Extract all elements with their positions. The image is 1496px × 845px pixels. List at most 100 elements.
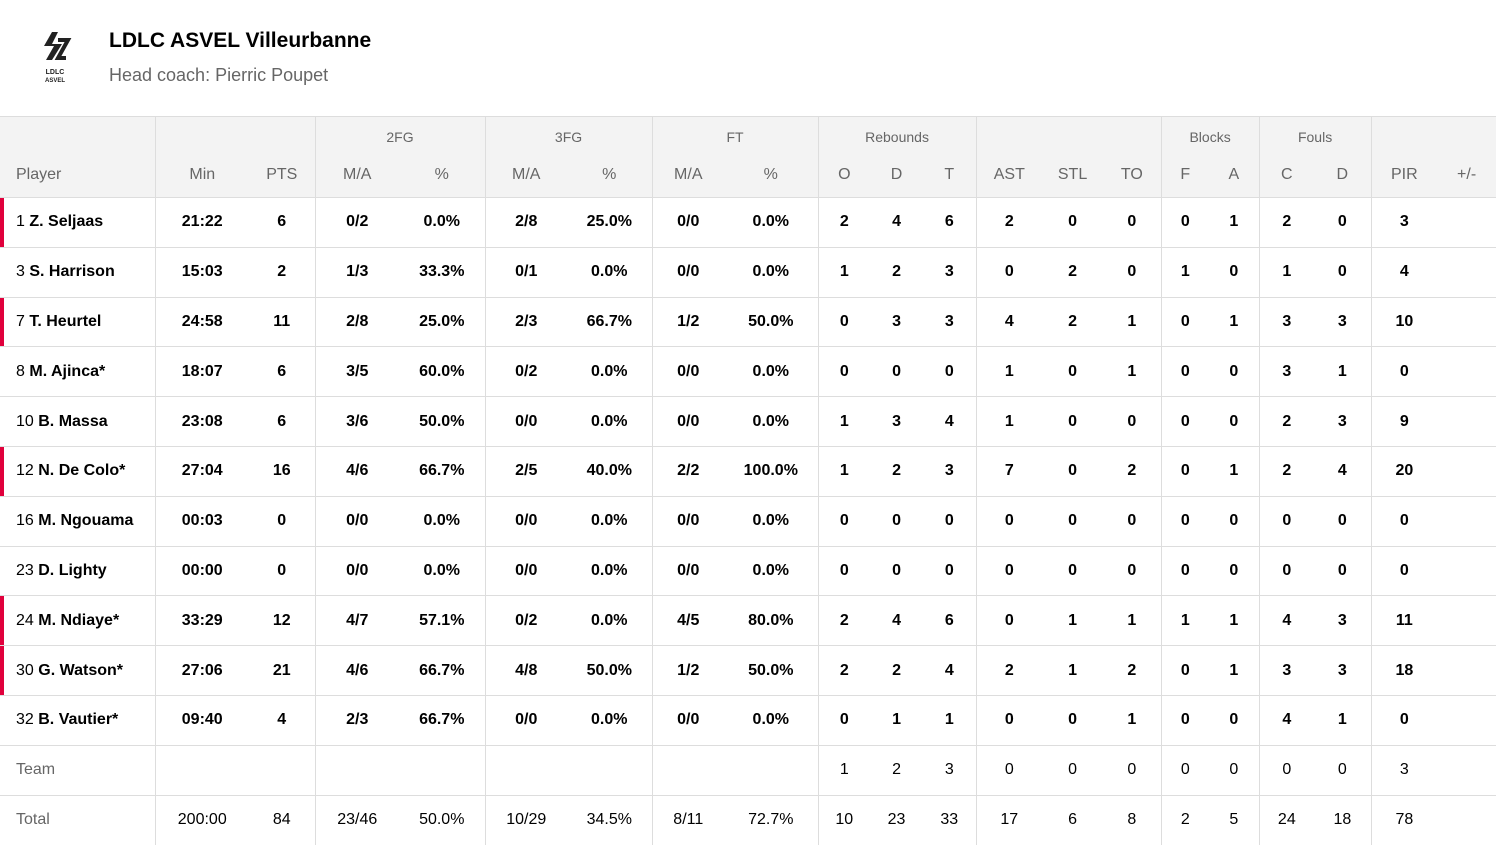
stat-stl: 1 xyxy=(1042,595,1104,646)
player-row[interactable]: 3 S. Harrison 15:03 2 1/3 33.3% 0/1 0.0% 0/0 0.0… xyxy=(0,246,1496,298)
col-header-3fg-ma[interactable]: M/A xyxy=(484,152,568,198)
col-header-to[interactable]: TO xyxy=(1120,165,1143,183)
player-row[interactable]: 12 N. De Colo* 27:04 16 4/6 66.7% 2/5 40.0% 2/2… xyxy=(0,445,1496,497)
stat-ft-ma: 0/0 xyxy=(651,495,725,547)
player-name[interactable]: Z. Seljaas xyxy=(29,213,104,231)
stat-ast: 17 xyxy=(975,794,1043,845)
col-header-min[interactable]: Min xyxy=(154,152,249,198)
stat-foul-d: 3 xyxy=(1314,595,1372,646)
col-header-ast[interactable]: AST xyxy=(975,152,1043,198)
player-row[interactable]: 16 M. Ngouama 00:03 0 0/0 0.0% 0/0 0.0% 0/0 0.0%… xyxy=(0,495,1496,547)
stat-2fg-pct: 33.3% xyxy=(399,246,486,298)
stat-ft-ma: 0/0 xyxy=(651,197,725,248)
stat-reb-o: 1 xyxy=(817,246,871,298)
col-header-blk-a[interactable]: A xyxy=(1228,165,1240,183)
stat-blk-f: 0 xyxy=(1160,296,1210,347)
col-header-2fg-pct[interactable]: % xyxy=(434,165,449,183)
stat-reb-d: 0 xyxy=(870,346,924,397)
stat-reb-t: 6 xyxy=(923,197,977,248)
player-name[interactable]: N. De Colo* xyxy=(38,462,126,480)
stat-plus-minus xyxy=(1437,645,1496,696)
stat-2fg-ma: 4/6 xyxy=(314,645,399,696)
player-cell: 7 T. Heurtel xyxy=(0,296,155,347)
col-header-reb-o[interactable]: O xyxy=(817,152,871,198)
col-header-3fg-pct[interactable]: % xyxy=(602,165,617,183)
col-header-foul-c[interactable]: C xyxy=(1258,152,1315,198)
stat-blk-a: 0 xyxy=(1209,396,1260,447)
stat-foul-c: 4 xyxy=(1258,595,1315,646)
col-header-reb-d[interactable]: D xyxy=(890,165,903,183)
stat-foul-c: 0 xyxy=(1258,495,1315,547)
stat-to: 1 xyxy=(1103,296,1162,347)
stat-pir: 4 xyxy=(1370,246,1438,298)
col-header-foul-d[interactable]: D xyxy=(1336,165,1349,183)
player-name[interactable]: G. Watson* xyxy=(38,661,123,679)
stat-3fg-ma: 0/0 xyxy=(484,495,568,547)
col-header-pts[interactable]: PTS xyxy=(266,165,298,183)
player-name[interactable]: M. Ngouama xyxy=(38,512,134,530)
stat-min: 23:08 xyxy=(154,396,249,447)
stat-foul-c: 2 xyxy=(1258,445,1315,497)
player-name[interactable]: S. Harrison xyxy=(29,263,115,281)
stat-pts: 6 xyxy=(249,197,315,248)
col-header-2fg-ma[interactable]: M/A xyxy=(314,152,399,198)
stat-blk-a: 0 xyxy=(1209,744,1260,796)
player-name[interactable]: M. Ndiaye* xyxy=(38,611,120,629)
col-header-reb-t[interactable]: T xyxy=(944,165,955,183)
stat-3fg-ma: 0/2 xyxy=(484,595,568,646)
stat-reb-o: 2 xyxy=(817,645,871,696)
player-number: 10 xyxy=(16,412,34,430)
stat-blk-a: 0 xyxy=(1209,694,1260,746)
player-name[interactable]: D. Lighty xyxy=(38,561,107,579)
player-row[interactable]: 1 Z. Seljaas 21:22 6 0/2 0.0% 2/8 25.0% 0/0 0.0%… xyxy=(0,197,1496,248)
col-header-blk-f[interactable]: F xyxy=(1160,152,1210,198)
player-number: 8 xyxy=(16,362,25,380)
stat-stl: 0 xyxy=(1042,346,1104,397)
player-cell: 24 M. Ndiaye* xyxy=(0,595,155,646)
player-row[interactable]: 32 B. Vautier* 09:40 4 2/3 66.7% 0/0 0.0% 0/0 0.… xyxy=(0,694,1496,746)
player-name[interactable]: B. Massa xyxy=(38,412,108,430)
stat-blk-f: 0 xyxy=(1160,645,1210,696)
player-name[interactable]: B. Vautier* xyxy=(38,711,119,729)
col-header-ft-pct[interactable]: % xyxy=(763,165,778,183)
stat-reb-d: 0 xyxy=(870,545,924,596)
player-row[interactable]: 24 M. Ndiaye* 33:29 12 4/7 57.1% 0/2 0.0% 4/5 80… xyxy=(0,595,1496,646)
stat-3fg-ma: 0/1 xyxy=(484,246,568,298)
col-header-player[interactable]: Player xyxy=(16,165,62,183)
stat-pts: 0 xyxy=(249,495,315,547)
stat-foul-c: 3 xyxy=(1258,645,1315,696)
stat-to: 0 xyxy=(1103,495,1162,547)
stat-reb-t: 3 xyxy=(923,445,977,497)
stat-to: 0 xyxy=(1103,197,1162,248)
stat-min: 200:00 xyxy=(154,794,249,845)
stat-ft-ma: 8/11 xyxy=(651,794,725,845)
col-header-plus-minus[interactable]: +/- xyxy=(1457,165,1477,183)
stat-to: 8 xyxy=(1103,794,1162,845)
stat-reb-d: 2 xyxy=(870,645,924,696)
player-row[interactable]: 10 B. Massa 23:08 6 3/6 50.0% 0/0 0.0% 0/0 0.0% 1… xyxy=(0,396,1496,447)
stat-blk-a: 5 xyxy=(1209,794,1260,845)
team-label: Team xyxy=(0,744,155,796)
group-ft: FT xyxy=(651,116,819,153)
stat-stl: 0 xyxy=(1042,396,1104,447)
stat-ast: 4 xyxy=(975,296,1043,347)
stat-stl: 0 xyxy=(1042,197,1104,248)
stat-blk-f: 1 xyxy=(1160,595,1210,646)
stat-pts: 11 xyxy=(249,296,315,347)
stat-ast: 0 xyxy=(975,246,1043,298)
player-row[interactable]: 7 T. Heurtel 24:58 11 2/8 25.0% 2/3 66.7% 1/2 50… xyxy=(0,296,1496,347)
player-number: 3 xyxy=(16,263,25,281)
stat-ft-pct: 72.7% xyxy=(724,794,819,845)
col-header-ft-ma[interactable]: M/A xyxy=(651,152,725,198)
player-row[interactable]: 30 G. Watson* 27:06 21 4/6 66.7% 4/8 50.0% 1/2 5… xyxy=(0,645,1496,696)
player-row[interactable]: 23 D. Lighty 00:00 0 0/0 0.0% 0/0 0.0% 0/0 0.0% 0… xyxy=(0,545,1496,596)
col-header-pir[interactable]: PIR xyxy=(1370,152,1438,198)
stat-blk-f: 2 xyxy=(1160,794,1210,845)
svg-text:LDLC: LDLC xyxy=(46,69,65,76)
player-name[interactable]: M. Ajinca* xyxy=(29,362,106,380)
col-header-stl[interactable]: STL xyxy=(1057,165,1088,183)
player-name[interactable]: T. Heurtel xyxy=(29,312,102,330)
stat-plus-minus xyxy=(1437,296,1496,347)
stat-ast: 0 xyxy=(975,495,1043,547)
player-row[interactable]: 8 M. Ajinca* 18:07 6 3/5 60.0% 0/2 0.0% 0/0 0.0%… xyxy=(0,346,1496,397)
